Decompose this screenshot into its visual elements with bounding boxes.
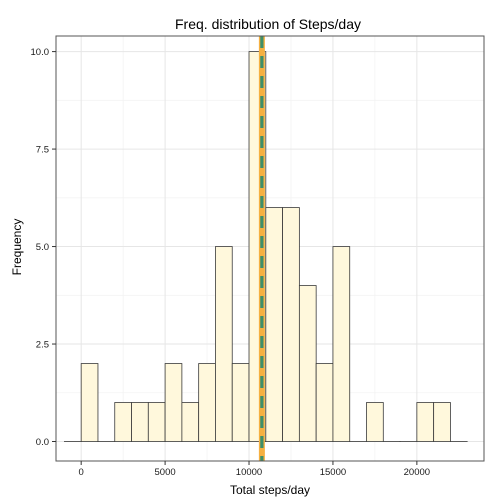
axes: 0 5000 10000 15000 20000 0.0 2.5 5.0 7.5 10.0 bbox=[31, 47, 431, 478]
histogram-bar bbox=[198, 363, 216, 442]
x-tick-label: 0 bbox=[79, 467, 84, 478]
y-tick-label: 10.0 bbox=[31, 47, 50, 58]
histogram-bar bbox=[366, 402, 384, 442]
x-tick-label: 15000 bbox=[320, 467, 346, 478]
histogram-bar bbox=[282, 207, 300, 442]
x-axis-label: Total steps/day bbox=[230, 483, 310, 497]
histogram-bar bbox=[164, 363, 183, 442]
bars bbox=[63, 51, 468, 442]
chart-title: Freq. distribution of Steps/day bbox=[175, 16, 361, 32]
histogram-bar bbox=[315, 363, 334, 442]
histogram-bar bbox=[332, 246, 351, 442]
histogram-bar bbox=[131, 402, 149, 442]
x-tick-label: 5000 bbox=[155, 467, 176, 478]
y-axis-label: Frequency bbox=[10, 219, 24, 276]
histogram-bar bbox=[215, 246, 233, 442]
histogram-bar bbox=[181, 402, 200, 442]
histogram-bar bbox=[298, 285, 317, 442]
x-tick-label: 10000 bbox=[236, 467, 262, 478]
y-tick-label: 7.5 bbox=[36, 145, 49, 156]
histogram-bar bbox=[416, 402, 435, 442]
histogram-bar bbox=[433, 402, 451, 442]
histogram-bar bbox=[80, 363, 99, 442]
histogram-bar bbox=[114, 402, 132, 442]
histogram-bar bbox=[231, 363, 250, 442]
histogram-bar bbox=[265, 207, 283, 442]
y-tick-label: 5.0 bbox=[36, 242, 49, 253]
x-tick-label: 20000 bbox=[404, 467, 430, 478]
y-tick-label: 0.0 bbox=[36, 437, 49, 448]
histogram-bar bbox=[147, 402, 166, 442]
y-tick-label: 2.5 bbox=[36, 340, 49, 351]
plot-panel-border bbox=[55, 35, 485, 462]
